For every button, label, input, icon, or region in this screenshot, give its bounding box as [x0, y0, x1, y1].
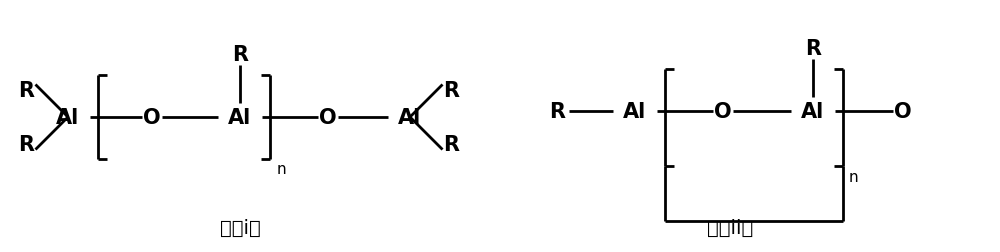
Text: R: R — [549, 102, 565, 121]
Text: O: O — [714, 102, 732, 121]
Text: R: R — [444, 134, 460, 154]
Text: R: R — [444, 81, 460, 101]
Text: Al: Al — [228, 108, 252, 128]
Text: O: O — [319, 108, 337, 128]
Text: O: O — [894, 102, 912, 121]
Text: n: n — [276, 162, 286, 177]
Text: Al: Al — [801, 102, 825, 121]
Text: Al: Al — [56, 108, 80, 128]
Text: O: O — [143, 108, 161, 128]
Text: R: R — [232, 45, 248, 65]
Text: R: R — [805, 39, 821, 59]
Text: 式（i）: 式（i） — [220, 218, 260, 237]
Text: n: n — [848, 169, 858, 184]
Text: Al: Al — [623, 102, 647, 121]
Text: R: R — [18, 134, 34, 154]
Text: 式（ii）: 式（ii） — [707, 218, 753, 237]
Text: R: R — [18, 81, 34, 101]
Text: Al: Al — [398, 108, 422, 128]
